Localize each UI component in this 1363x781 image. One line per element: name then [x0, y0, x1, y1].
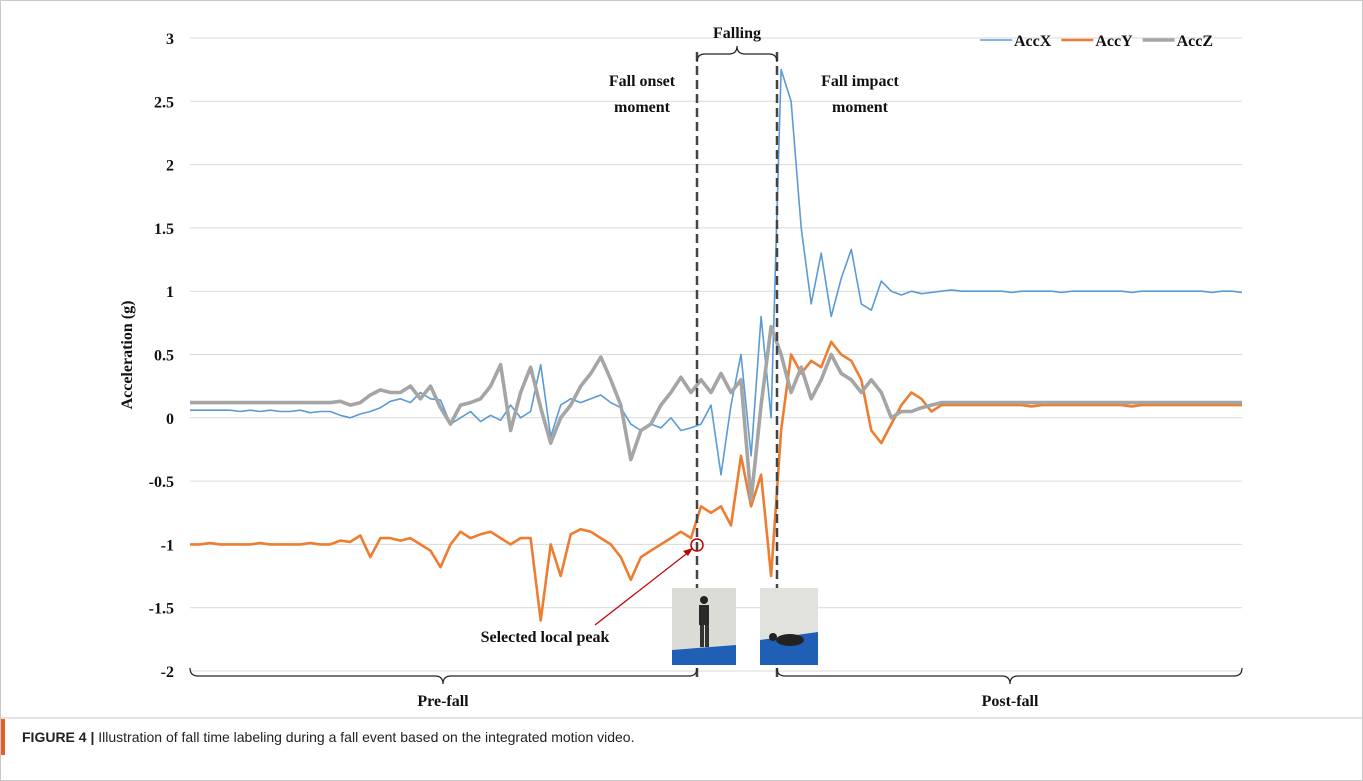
series-line — [190, 70, 1242, 475]
onset-photo — [672, 588, 736, 665]
y-tick-label: -1.5 — [149, 601, 174, 618]
y-tick-label: 0.5 — [154, 348, 174, 365]
y-tick-label: 0 — [166, 411, 174, 428]
y-tick-label: 1.5 — [154, 221, 174, 238]
falling-label: Falling — [713, 25, 761, 42]
caption-text: Illustration of fall time labeling durin… — [98, 729, 634, 745]
y-axis-label: Acceleration (g) — [119, 301, 136, 410]
y-tick-label: -1 — [161, 537, 174, 554]
post-fall-brace — [777, 668, 1242, 684]
pre-fall-label: Pre-fall — [417, 693, 469, 710]
onset-label: Fall onset — [609, 73, 676, 90]
impact-label: Fall impact — [821, 73, 899, 90]
legend-label: AccX — [1014, 33, 1052, 50]
pre-fall-brace — [190, 668, 697, 684]
legend-label: AccZ — [1177, 33, 1213, 50]
caption: FIGURE 4 | Illustration of fall time lab… — [22, 729, 634, 745]
caption-label: FIGURE 4 | — [22, 729, 94, 745]
impact-photo — [760, 588, 818, 665]
y-tick-label: -2 — [161, 664, 174, 681]
legend-label: AccY — [1095, 33, 1133, 50]
legend: AccX AccY AccZ — [980, 33, 1213, 50]
y-tick-label: 3 — [166, 31, 174, 48]
figure: FIGURE 4 | Illustration of fall time lab… — [0, 0, 1363, 781]
y-tick-label: 1 — [166, 284, 174, 301]
plot: 3 2.5 2 1.5 1 0.5 0 -0.5 -1 -1.5 -2 — [149, 31, 1242, 681]
y-tick-label: 2 — [166, 158, 174, 175]
series-line — [190, 327, 1242, 501]
peak-label: Selected local peak — [481, 629, 610, 646]
onset-label: moment — [614, 99, 671, 116]
falling-brace — [697, 46, 777, 62]
caption-accent — [1, 719, 5, 755]
impact-label: moment — [832, 99, 889, 116]
post-fall-label: Post-fall — [982, 693, 1039, 710]
y-tick-label: -0.5 — [149, 474, 174, 491]
y-tick-label: 2.5 — [154, 94, 174, 111]
